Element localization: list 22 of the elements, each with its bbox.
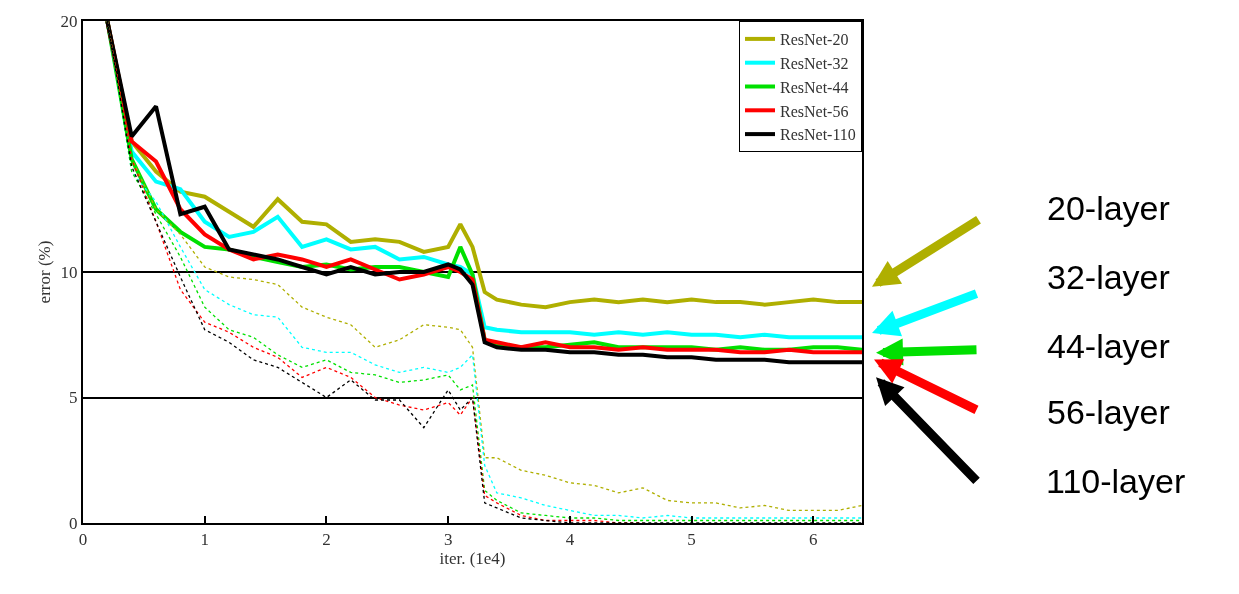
x-tick-label: 5 [687, 530, 696, 550]
y-tick-label: 10 [60, 262, 78, 282]
text: 20-layer [1047, 189, 1170, 227]
legend-label: ResNet-44 [780, 78, 849, 96]
y-tick-label: 5 [69, 388, 78, 408]
y-axis-title: error (%) [34, 240, 54, 304]
text: 56-layer [1047, 393, 1170, 431]
x-tick-label: 1 [200, 530, 209, 550]
x-tick-label: 4 [565, 530, 575, 550]
x-axis-title: iter. (1e4) [439, 549, 506, 569]
text: 110-layer [1046, 462, 1186, 500]
x-tick-label: 6 [809, 530, 818, 550]
legend-label: ResNet-56 [780, 102, 849, 120]
text: 32-layer [1047, 258, 1170, 296]
legend-label: ResNet-110 [780, 126, 856, 144]
x-tick-label: 3 [443, 530, 453, 550]
y-tick-label: 20 [60, 11, 78, 31]
y-tick-label: 0 [69, 513, 78, 533]
x-tick-label: 2 [322, 530, 331, 550]
text: 44-layer [1047, 327, 1170, 365]
legend-label: ResNet-32 [780, 54, 849, 72]
legend-label: ResNet-20 [780, 31, 849, 49]
